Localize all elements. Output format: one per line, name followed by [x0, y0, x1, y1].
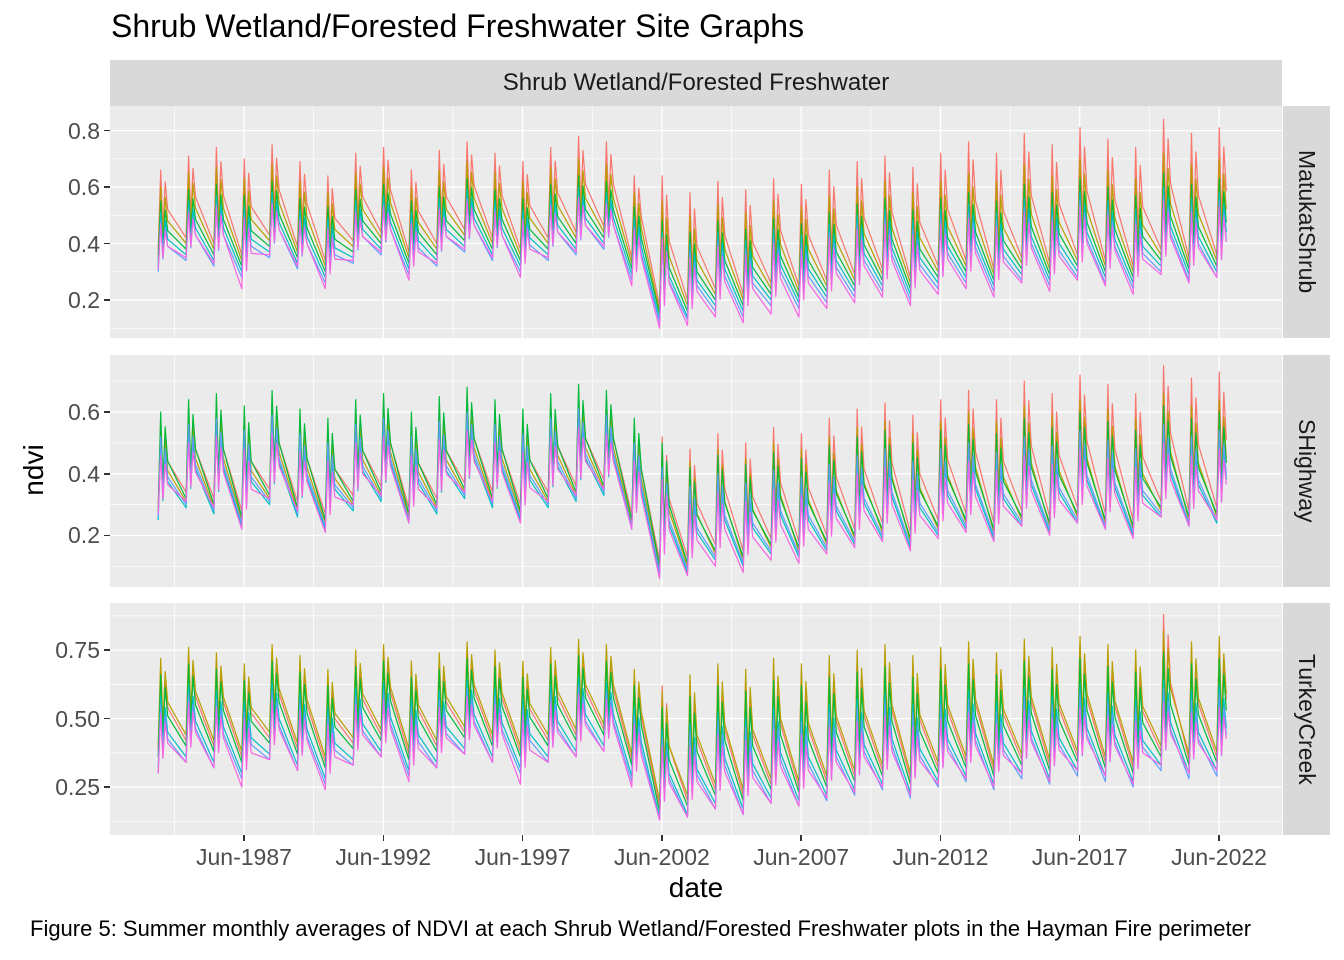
series-line-magenta: [157, 693, 1227, 821]
facet-panel-TurkeyCreek: [110, 603, 1282, 835]
x-tick-label: Jun-1997: [474, 844, 571, 870]
x-tick-mark: [243, 835, 245, 841]
facet-strip-right-MatukatShrub: MatukatShrub: [1283, 106, 1330, 338]
x-tick-mark: [1218, 835, 1220, 841]
y-tick-mark: [104, 717, 110, 720]
facet-strip-top: Shrub Wetland/Forested Freshwater: [110, 60, 1282, 106]
x-tick-mark: [1078, 835, 1081, 841]
x-tick-mark: [521, 835, 524, 841]
figure-caption: Figure 5: Summer monthly averages of NDV…: [30, 916, 1252, 941]
x-tick-label: Jun-2017: [1031, 844, 1128, 870]
x-tick-label: Jun-2002: [613, 844, 710, 870]
y-tick-label: 0.50: [55, 705, 100, 732]
y-tick-label: 0.6: [68, 399, 100, 426]
facet-strip-right-TurkeyCreek: TurkeyCreek: [1283, 603, 1330, 835]
facet-strip-top-label: Shrub Wetland/Forested Freshwater: [502, 69, 890, 96]
x-axis-title: date: [668, 872, 724, 903]
x-tick-mark: [800, 835, 802, 841]
x-tick-mark: [661, 835, 663, 841]
x-tick-label: Jun-1992: [335, 844, 432, 870]
y-tick-label: 0.4: [68, 460, 100, 487]
x-tick-mark: [382, 835, 385, 841]
x-tick-label: Jun-2012: [892, 844, 989, 870]
y-tick-label: 0.8: [68, 117, 100, 144]
y-tick-mark: [104, 299, 110, 301]
facet-panel-MatukatShrub: [110, 106, 1282, 338]
y-tick-label: 0.2: [68, 522, 100, 549]
y-tick-mark: [104, 473, 110, 475]
facet-strip-right-SHighway: SHighway: [1283, 355, 1330, 587]
y-tick-label: 0.25: [55, 774, 100, 801]
y-tick-label: 0.4: [68, 230, 100, 257]
y-tick-mark: [104, 242, 110, 245]
x-tick-label: Jun-1987: [196, 844, 292, 870]
x-tick-mark: [939, 835, 942, 841]
y-tick-label: 0.75: [55, 637, 100, 664]
series-line-magenta: [157, 197, 1227, 329]
facet-strip-right-label: TurkeyCreek: [1294, 653, 1320, 785]
y-tick-mark: [104, 186, 110, 188]
facet-strip-right-label: MatukatShrub: [1294, 150, 1320, 294]
y-tick-label: 0.2: [68, 287, 100, 314]
series-line-magenta: [157, 426, 1227, 580]
y-tick-label: 0.6: [68, 174, 100, 201]
x-tick-label: Jun-2007: [753, 844, 850, 870]
y-tick-mark: [104, 786, 110, 788]
chart-title: Shrub Wetland/Forested Freshwater Site G…: [111, 8, 805, 44]
y-tick-mark: [104, 534, 110, 537]
y-tick-mark: [104, 129, 110, 132]
facet-strip-right-label: SHighway: [1294, 419, 1320, 523]
facet-panel-SHighway: [110, 355, 1282, 587]
y-tick-mark: [104, 411, 110, 413]
y-tick-mark: [104, 649, 110, 651]
x-tick-label: Jun-2022: [1171, 844, 1267, 870]
